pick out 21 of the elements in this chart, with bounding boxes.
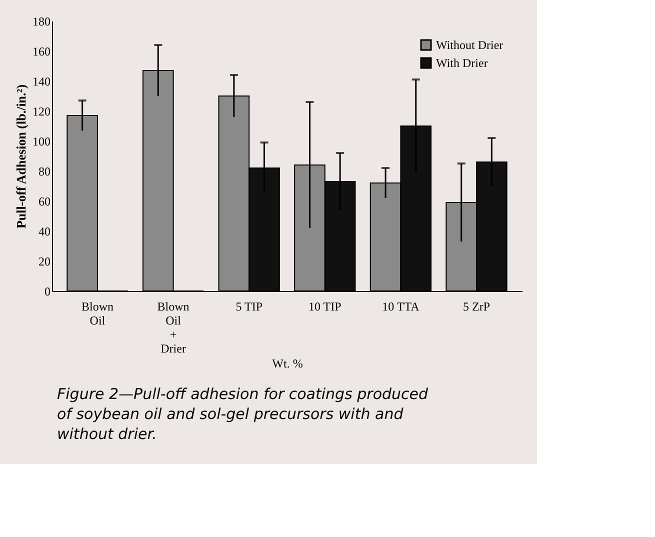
y-tick-label: 0 bbox=[44, 284, 50, 298]
y-tick-label: 20 bbox=[38, 254, 50, 268]
y-tick-label: 120 bbox=[32, 104, 50, 118]
x-tick-label: Blown Oil + Drier bbox=[157, 300, 190, 356]
y-tick-label: 100 bbox=[32, 134, 50, 148]
x-tick-label: 5 TIP bbox=[236, 300, 263, 314]
x-tick-label: 5 ZrP bbox=[463, 300, 490, 314]
y-tick-label: 180 bbox=[32, 14, 50, 28]
y-tick-label: 80 bbox=[38, 164, 50, 178]
y-axis-title: Pull-off Adhesion (lb./in.²) bbox=[14, 84, 28, 229]
y-tick-label: 60 bbox=[38, 194, 50, 208]
y-tick-label: 140 bbox=[32, 74, 50, 88]
legend-label: Without Drier bbox=[436, 38, 504, 52]
y-tick-label: 160 bbox=[32, 44, 50, 58]
x-tick-label: 10 TIP bbox=[308, 300, 342, 314]
x-tick-label: Blown Oil bbox=[81, 300, 114, 328]
caption: Figure 2—Pull-off adhesion for coatings produced of soybean oil and sol-gel precursors with and without drier. bbox=[57, 385, 429, 443]
legend-label: With Drier bbox=[436, 56, 488, 70]
y-tick-label: 40 bbox=[38, 224, 50, 238]
x-axis-title: Wt. % bbox=[272, 356, 303, 370]
x-tick-label: 10 TTA bbox=[382, 300, 420, 314]
